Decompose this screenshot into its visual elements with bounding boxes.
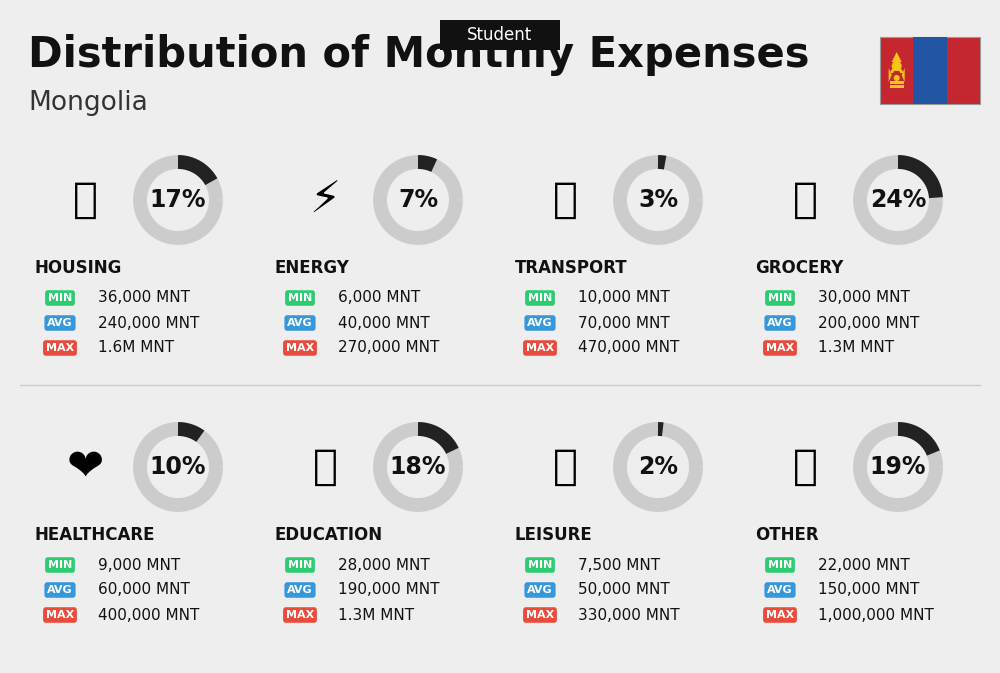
Polygon shape [892, 52, 902, 62]
Text: AVG: AVG [527, 585, 553, 595]
Text: MIN: MIN [768, 293, 792, 303]
Circle shape [892, 61, 902, 71]
Text: 28,000 MNT: 28,000 MNT [338, 557, 430, 573]
Text: 330,000 MNT: 330,000 MNT [578, 608, 680, 623]
Text: MAX: MAX [526, 610, 554, 620]
Text: 40,000 MNT: 40,000 MNT [338, 316, 430, 330]
Text: MAX: MAX [766, 343, 794, 353]
Text: TRANSPORT: TRANSPORT [515, 259, 628, 277]
Text: 10,000 MNT: 10,000 MNT [578, 291, 670, 306]
Bar [890, 81, 904, 84]
Text: Student: Student [467, 26, 533, 44]
Text: 50,000 MNT: 50,000 MNT [578, 583, 670, 598]
Text: AVG: AVG [287, 585, 313, 595]
Bar [913, 36, 947, 104]
Text: 2%: 2% [638, 455, 678, 479]
Text: 7%: 7% [398, 188, 438, 212]
Text: AVG: AVG [287, 318, 313, 328]
Text: 3%: 3% [638, 188, 678, 212]
Text: Distribution of Monthly Expenses: Distribution of Monthly Expenses [28, 34, 810, 76]
Text: AVG: AVG [767, 585, 793, 595]
Bar [890, 85, 904, 88]
Polygon shape [889, 68, 892, 82]
Text: MIN: MIN [48, 293, 72, 303]
Text: 70,000 MNT: 70,000 MNT [578, 316, 670, 330]
Text: 6,000 MNT: 6,000 MNT [338, 291, 420, 306]
Text: 190,000 MNT: 190,000 MNT [338, 583, 440, 598]
Text: 7,500 MNT: 7,500 MNT [578, 557, 660, 573]
Text: AVG: AVG [47, 318, 73, 328]
Text: AVG: AVG [527, 318, 553, 328]
Text: 22,000 MNT: 22,000 MNT [818, 557, 910, 573]
Text: 400,000 MNT: 400,000 MNT [98, 608, 199, 623]
Text: 1.3M MNT: 1.3M MNT [818, 341, 894, 355]
Text: MAX: MAX [286, 610, 314, 620]
Text: 36,000 MNT: 36,000 MNT [98, 291, 190, 306]
Text: 9,000 MNT: 9,000 MNT [98, 557, 180, 573]
Text: MIN: MIN [288, 560, 312, 570]
Text: 👛: 👛 [792, 446, 818, 488]
Text: 270,000 MNT: 270,000 MNT [338, 341, 439, 355]
Text: MIN: MIN [288, 293, 312, 303]
Bar [440, 20, 560, 50]
Text: MAX: MAX [46, 343, 74, 353]
Text: 240,000 MNT: 240,000 MNT [98, 316, 199, 330]
Text: 🚌: 🚌 [552, 179, 578, 221]
Text: 🛒: 🛒 [792, 179, 818, 221]
Polygon shape [902, 68, 905, 82]
Text: 1,000,000 MNT: 1,000,000 MNT [818, 608, 934, 623]
Text: MAX: MAX [766, 610, 794, 620]
Text: MIN: MIN [768, 560, 792, 570]
Text: 🛍: 🛍 [552, 446, 578, 488]
Bar [880, 36, 980, 104]
Text: MIN: MIN [48, 560, 72, 570]
Text: EDUCATION: EDUCATION [275, 526, 383, 544]
Text: 150,000 MNT: 150,000 MNT [818, 583, 919, 598]
Text: 18%: 18% [390, 455, 446, 479]
Text: HOUSING: HOUSING [35, 259, 122, 277]
Text: MAX: MAX [46, 610, 74, 620]
Text: LEISURE: LEISURE [515, 526, 593, 544]
Text: AVG: AVG [47, 585, 73, 595]
Text: HEALTHCARE: HEALTHCARE [35, 526, 156, 544]
Text: MIN: MIN [528, 560, 552, 570]
Text: 24%: 24% [870, 188, 926, 212]
Text: 19%: 19% [870, 455, 926, 479]
Text: ⚡: ⚡ [309, 178, 341, 221]
Text: 🏢: 🏢 [72, 179, 98, 221]
Text: MIN: MIN [528, 293, 552, 303]
Text: ENERGY: ENERGY [275, 259, 350, 277]
Text: 30,000 MNT: 30,000 MNT [818, 291, 910, 306]
Text: 1.3M MNT: 1.3M MNT [338, 608, 414, 623]
Text: 60,000 MNT: 60,000 MNT [98, 583, 190, 598]
Text: GROCERY: GROCERY [755, 259, 843, 277]
Text: AVG: AVG [767, 318, 793, 328]
Text: 470,000 MNT: 470,000 MNT [578, 341, 679, 355]
Text: 🎓: 🎓 [312, 446, 338, 488]
Text: OTHER: OTHER [755, 526, 819, 544]
Text: MAX: MAX [286, 343, 314, 353]
Text: ❤: ❤ [66, 446, 104, 489]
Text: 17%: 17% [150, 188, 206, 212]
Text: 1.6M MNT: 1.6M MNT [98, 341, 174, 355]
Text: Mongolia: Mongolia [28, 90, 148, 116]
Circle shape [894, 75, 900, 81]
Text: 10%: 10% [150, 455, 206, 479]
Text: MAX: MAX [526, 343, 554, 353]
Text: 200,000 MNT: 200,000 MNT [818, 316, 919, 330]
